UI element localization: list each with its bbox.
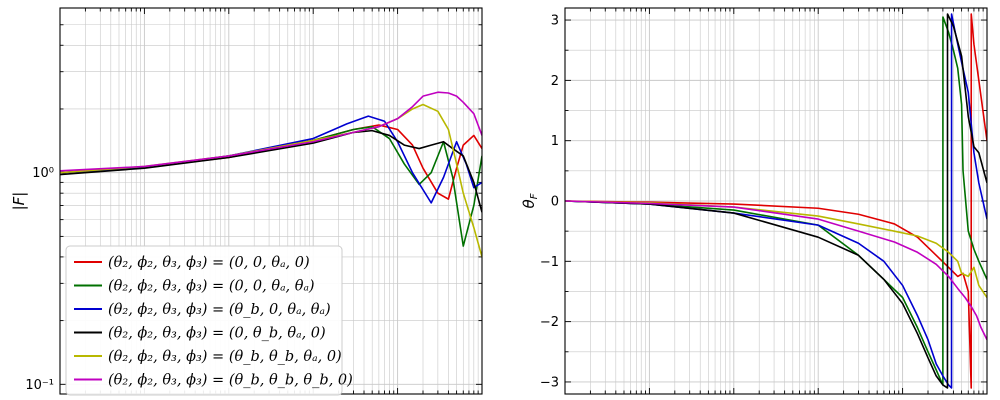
- legend: (θ₂, ϕ₂, θ₃, ϕ₃) = (0, 0, θₐ, 0) (θ₂, ϕ₂,…: [65, 245, 353, 396]
- legend-entry: (θ₂, ϕ₂, θ₃, ϕ₃) = (θ_b, θ_b, θₐ, 0): [108, 349, 342, 365]
- series-line-6: [60, 91, 482, 172]
- y-tick-label: −1: [540, 255, 559, 270]
- plot-frame: [564, 7, 988, 395]
- magnitude-panel: 10⁰ 10⁻¹ |F| (θ₂, ϕ₂, θ₃, ϕ₃) = (0, 0, θₐ, …: [10, 7, 483, 396]
- y-tick-label: 1: [551, 134, 559, 149]
- y-tick-label: −2: [540, 315, 559, 330]
- y-tick-label: 0: [551, 195, 559, 210]
- y-tick-label: 10⁰: [32, 166, 54, 181]
- y-tick-label: 2: [551, 74, 559, 89]
- series-line-1: [60, 124, 482, 200]
- series-group: [565, 13, 987, 389]
- y-tick-label: −3: [540, 375, 559, 390]
- grid: [564, 8, 988, 394]
- phase-panel: 3 2 1 0 −1 −2 −3 θF: [520, 7, 988, 395]
- y-tick-label: 10⁻¹: [25, 378, 54, 393]
- series-line-4: [60, 129, 482, 213]
- legend-entry: (θ₂, ϕ₂, θ₃, ϕ₃) = (0, 0, θₐ, θₐ): [108, 279, 315, 295]
- y-axis-label: θF: [520, 193, 540, 208]
- series-line-5: [565, 200, 987, 298]
- legend-entry: (θ₂, ϕ₂, θ₃, ϕ₃) = (θ_b, 0, θₐ, θₐ): [108, 302, 331, 318]
- y-tick-label: 3: [551, 14, 559, 29]
- series-line-1: [565, 13, 987, 389]
- series-line-3: [565, 13, 987, 389]
- series-line-2: [60, 125, 482, 247]
- y-axis-label: |F|: [10, 192, 28, 211]
- series-line-4: [565, 13, 987, 389]
- series-line-5: [60, 103, 482, 258]
- legend-entry: (θ₂, ϕ₂, θ₃, ϕ₃) = (θ_b, θ_b, θ_b, 0): [108, 373, 353, 389]
- legend-box: [65, 245, 343, 396]
- series-group: [60, 91, 482, 258]
- series-line-6: [565, 200, 987, 341]
- legend-entry: (θ₂, ϕ₂, θ₃, ϕ₃) = (0, θ_b, θₐ, 0): [108, 326, 326, 342]
- legend-entry: (θ₂, ϕ₂, θ₃, ϕ₃) = (0, 0, θₐ, 0): [108, 255, 310, 271]
